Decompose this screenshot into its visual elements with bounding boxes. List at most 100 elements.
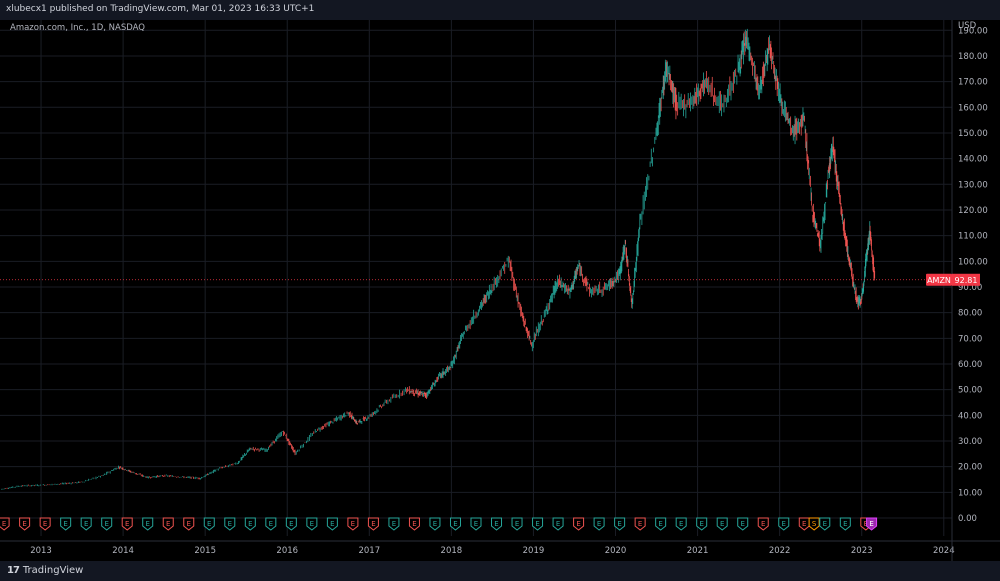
earnings-marker bbox=[716, 517, 728, 531]
marker-label: E bbox=[289, 520, 293, 528]
marker-label: E bbox=[371, 520, 375, 528]
marker-label: E bbox=[43, 520, 47, 528]
earnings-marker bbox=[39, 517, 51, 531]
marker-label: E bbox=[802, 520, 806, 528]
x-tick-label: 2022 bbox=[769, 546, 791, 556]
x-tick-label: 2015 bbox=[194, 546, 216, 556]
earnings-marker bbox=[388, 517, 400, 531]
earnings-marker bbox=[408, 517, 420, 531]
earnings-marker bbox=[326, 517, 338, 531]
marker-label: E bbox=[535, 520, 539, 528]
earnings-marker bbox=[798, 517, 810, 531]
earnings-marker bbox=[675, 517, 687, 531]
marker-label: E bbox=[84, 520, 88, 528]
marker-label: E bbox=[597, 520, 601, 528]
marker-label: S bbox=[812, 520, 817, 528]
marker-label: E bbox=[699, 520, 703, 528]
earnings-marker bbox=[80, 517, 92, 531]
y-tick-label: 100.00 bbox=[958, 257, 988, 267]
currency-label: USD bbox=[958, 21, 977, 31]
earnings-marker bbox=[347, 517, 359, 531]
earnings-marker bbox=[224, 517, 236, 531]
marker-label: E bbox=[638, 520, 642, 528]
earnings-marker bbox=[306, 517, 318, 531]
y-tick-label: 170.00 bbox=[958, 78, 988, 88]
marker-label: E bbox=[269, 520, 273, 528]
y-tick-label: 0.00 bbox=[958, 514, 977, 524]
marker-label: E bbox=[412, 520, 416, 528]
earnings-marker bbox=[244, 517, 256, 531]
marker-label: E bbox=[453, 520, 457, 528]
marker-label: E bbox=[351, 520, 355, 528]
earnings-marker bbox=[0, 517, 10, 531]
marker-label: E bbox=[392, 520, 396, 528]
tradingview-logo-icon: 17 bbox=[7, 565, 20, 576]
marker-label: E bbox=[166, 520, 170, 528]
split-marker bbox=[808, 517, 820, 531]
marker-label: E bbox=[146, 520, 150, 528]
y-tick-label: 160.00 bbox=[958, 103, 988, 113]
earnings-marker bbox=[121, 517, 133, 531]
tradingview-logo[interactable]: 17 TradingView bbox=[7, 565, 83, 576]
marker-label: E bbox=[576, 520, 580, 528]
marker-label: E bbox=[843, 520, 847, 528]
marker-label: E bbox=[741, 520, 745, 528]
earnings-marker bbox=[491, 517, 503, 531]
marker-label: E bbox=[104, 520, 108, 528]
marker-label: E bbox=[207, 520, 211, 528]
earnings-marker bbox=[778, 517, 790, 531]
x-tick-label: 2019 bbox=[523, 546, 545, 556]
earnings-marker bbox=[757, 517, 769, 531]
earnings-marker bbox=[183, 517, 195, 531]
earnings-marker bbox=[142, 517, 154, 531]
marker-label: E bbox=[187, 520, 191, 528]
y-tick-label: 140.00 bbox=[958, 155, 988, 165]
earnings-marker bbox=[162, 517, 174, 531]
y-tick-label: 60.00 bbox=[958, 360, 982, 370]
y-tick-label: 80.00 bbox=[958, 309, 982, 319]
earnings-marker bbox=[449, 517, 461, 531]
earnings-marker bbox=[532, 517, 544, 531]
x-tick-label: 2020 bbox=[605, 546, 627, 556]
marker-label: E bbox=[761, 520, 765, 528]
chart-area[interactable]: 0.00 10.00 20.00 30.00 40.00 50.00 60.00 70.00 8… bbox=[0, 20, 1000, 561]
marker-label: E bbox=[869, 520, 873, 528]
marker-label: E bbox=[556, 520, 560, 528]
y-tick-label: 180.00 bbox=[958, 52, 988, 62]
marker-label: E bbox=[22, 520, 26, 528]
y-tick-label: 190.00 bbox=[958, 26, 988, 36]
chart-title: Amazon.com, Inc., 1D, NASDAQ bbox=[10, 23, 145, 33]
price-chart[interactable]: 0.00 10.00 20.00 30.00 40.00 50.00 60.00 70.00 8… bbox=[0, 20, 1000, 561]
marker-label: E bbox=[248, 520, 252, 528]
publisher-text: xlubecx1 published on TradingView.com, M… bbox=[6, 4, 315, 14]
marker-label: E bbox=[228, 520, 232, 528]
marker-label: E bbox=[617, 520, 621, 528]
marker-label: E bbox=[823, 520, 827, 528]
earnings-marker bbox=[737, 517, 749, 531]
x-tick-label: 2021 bbox=[687, 546, 709, 556]
last-price-badge bbox=[952, 273, 980, 286]
x-tick-label: 2023 bbox=[851, 546, 873, 556]
earnings-marker bbox=[203, 517, 215, 531]
earnings-marker bbox=[573, 517, 585, 531]
marker-label: E bbox=[679, 520, 683, 528]
marker-label: E bbox=[63, 520, 67, 528]
x-tick-label: 2024 bbox=[933, 546, 955, 556]
y-tick-label: 90.00 bbox=[958, 283, 982, 293]
marker-label: E bbox=[720, 520, 724, 528]
last-price-label: 92.81 bbox=[955, 276, 978, 285]
y-tick-label: 40.00 bbox=[958, 411, 982, 421]
earnings-marker bbox=[511, 517, 523, 531]
marker-label: E bbox=[658, 520, 662, 528]
y-tick-label: 50.00 bbox=[958, 386, 982, 396]
earnings-marker bbox=[101, 517, 113, 531]
ticker-label: AMZN bbox=[927, 276, 951, 285]
x-tick-label: 2017 bbox=[358, 546, 380, 556]
earnings-marker bbox=[839, 517, 851, 531]
earnings-marker bbox=[866, 517, 878, 531]
tradingview-brand: TradingView bbox=[22, 565, 84, 576]
marker-label: E bbox=[515, 520, 519, 528]
earnings-marker bbox=[19, 517, 31, 531]
x-tick-label: 2016 bbox=[276, 546, 298, 556]
earnings-marker bbox=[285, 517, 297, 531]
